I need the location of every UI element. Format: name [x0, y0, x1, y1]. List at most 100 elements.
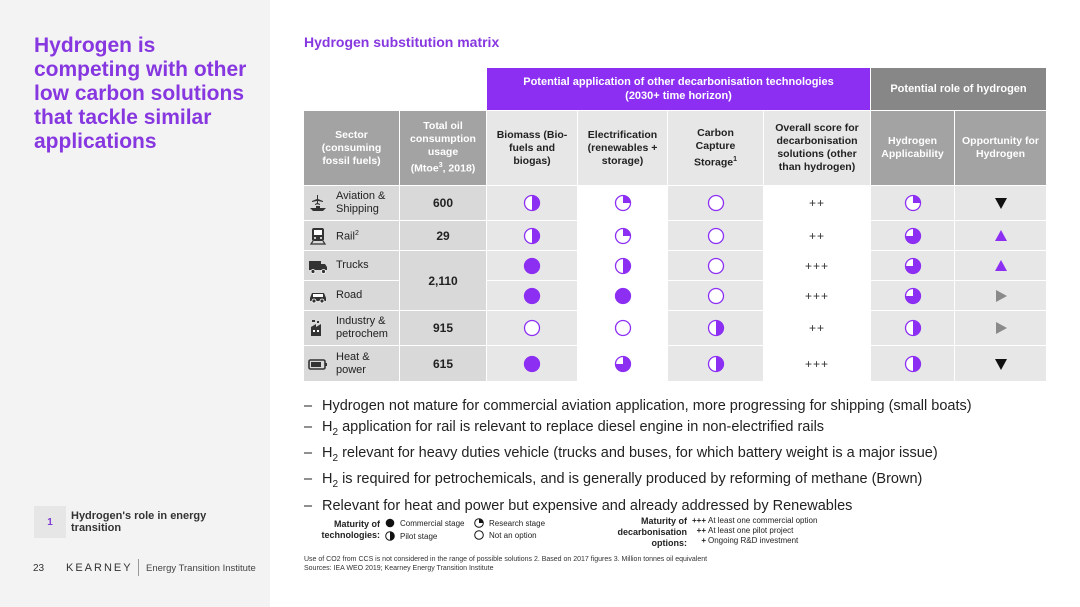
half-harvey-icon — [904, 319, 921, 337]
matrix-cell-overall: ++ — [764, 186, 870, 220]
legend-decarb-item: ++ At least one pilot project — [692, 526, 794, 535]
oil-unit-year: , 2018) — [442, 162, 476, 175]
col-header-overall: Overall score for decarbonisation soluti… — [764, 111, 870, 185]
bullet-text-rest: application for rail is relevant to repl… — [338, 418, 825, 435]
empty-harvey-icon — [707, 227, 724, 244]
sector-icon-wrap — [308, 319, 328, 337]
bullet-item: – H2 relevant for heavy duties vehicle (t… — [304, 443, 1064, 469]
half-harvey-icon — [707, 319, 724, 337]
quarter-harvey-icon — [614, 227, 631, 244]
matrix-cell-overall: +++ — [764, 281, 870, 310]
arrow-right-icon — [995, 289, 1007, 302]
full-harvey-icon — [523, 287, 541, 304]
slide-headline: Hydrogen is competing with other low car… — [34, 34, 247, 153]
brand-logo: KEARNEY — [66, 562, 133, 574]
sector-label: Industry & petrochem — [336, 315, 388, 340]
oil-consumption-cell: 600 — [400, 186, 486, 220]
legend-not-option: Not an option — [474, 530, 537, 540]
col-header-h2-applicability: Hydrogen Applicability — [871, 111, 954, 185]
plane-ship-icon — [310, 195, 326, 211]
matrix-cell-ccs — [668, 251, 763, 280]
truck-icon — [309, 260, 327, 274]
oil-consumption-cell: 29 — [400, 221, 486, 250]
section-title: Hydrogen's role in energy transition — [71, 510, 207, 534]
matrix-cell-overall: +++ — [764, 346, 870, 381]
key-takeaways: – Hydrogen not mature for commercial avia… — [304, 396, 1064, 516]
section-number-badge: 1 — [34, 506, 66, 538]
footnote-line-1: Use of CO2 from CCS is not considered in… — [304, 556, 708, 563]
legend-maturity-label: Maturity of technologies: — [321, 519, 380, 540]
sector-cell: Aviation & Shipping — [304, 186, 399, 220]
battery-icon — [308, 358, 327, 370]
sector-cell: Industry & petrochem — [304, 311, 399, 345]
bullet-subscript: 2 — [332, 452, 339, 464]
legend-research-text: Research stage — [489, 518, 546, 528]
overall-score: ++ — [808, 196, 825, 210]
matrix-cell-electrification — [578, 311, 667, 345]
matrix-cell-opportunity — [955, 251, 1046, 280]
page-number: 23 — [33, 563, 45, 574]
legend-decarb-item: + Ongoing R&D investment — [692, 536, 798, 545]
ccs-header-text-wrap: Carbon Capture Storage1 — [676, 127, 755, 170]
matrix-cell-ccs — [668, 186, 763, 220]
matrix-cell-h2-applicability — [871, 281, 954, 310]
legend-decarb-text: Ongoing R&D investment — [708, 536, 799, 545]
oil-unit-text: (Mtoe — [410, 162, 439, 175]
col-header-sector: Sector (consuming fossil fuels) — [304, 111, 399, 185]
oil-consumption-cell: 2,110 — [400, 251, 486, 310]
bullet-subscript: 2 — [332, 426, 339, 438]
matrix-cell-ccs — [668, 221, 763, 250]
matrix-cell-biomass — [487, 186, 577, 220]
sector-label: Road — [336, 289, 363, 301]
matrix-cell-opportunity — [955, 186, 1046, 220]
bullet-item: – Hydrogen not mature for commercial avia… — [304, 396, 1064, 417]
matrix-cell-opportunity — [955, 281, 1046, 310]
bullet-item: – H2 is required for petrochemicals, and … — [304, 469, 1064, 495]
group-header-hydrogen-role: Potential role of hydrogen — [871, 68, 1046, 110]
empty-harvey-icon — [707, 287, 724, 304]
overall-score: +++ — [804, 288, 830, 303]
overall-score: +++ — [804, 356, 830, 371]
overall-score: ++ — [808, 228, 825, 243]
empty-harvey-icon — [474, 530, 484, 540]
matrix-cell-biomass — [487, 346, 577, 381]
half-harvey-icon — [523, 227, 541, 244]
col-header-oil-label: Total oil consumption usage — [410, 120, 476, 159]
matrix-cell-electrification — [578, 346, 667, 381]
col-header-ccs: Carbon Capture Storage1 — [668, 111, 763, 185]
three-quarter-harvey-icon — [614, 355, 631, 372]
bullet-text: H — [322, 444, 333, 461]
sector-cell: Rail2 — [304, 221, 399, 250]
legend-commercial-text: Commercial stage — [400, 518, 465, 528]
bullet-subscript: 2 — [332, 479, 339, 491]
empty-harvey-icon — [707, 194, 724, 212]
matrix-cell-h2-applicability — [871, 251, 954, 280]
quarter-harvey-icon — [614, 194, 631, 212]
col-header-biomass: Biomass (Bio-fuels and biogas) — [487, 111, 577, 185]
matrix-cell-ccs — [668, 346, 763, 381]
arrow-up-icon — [994, 229, 1007, 241]
footnote-line-2: Sources: IEA WEO 2019; Kearney Energy Tr… — [304, 565, 494, 572]
legend-decarb-label: Maturity of decarbonisation options: — [617, 516, 687, 548]
legend-commercial: Commercial stage — [385, 518, 464, 528]
half-harvey-icon — [523, 194, 541, 212]
bullet-text: H — [322, 471, 333, 488]
matrix-cell-overall: ++ — [764, 311, 870, 345]
sector-icon-wrap — [308, 227, 328, 245]
oil-consumption-value: 600 — [432, 196, 454, 210]
full-harvey-icon — [523, 355, 541, 372]
sector-icon-wrap — [308, 355, 328, 373]
legend-research: Research stage — [474, 518, 545, 528]
arrow-down-icon — [994, 358, 1007, 370]
col-header-oil: Total oil consumption usage (Mtoe3, 2018… — [400, 111, 486, 185]
sector-icon-wrap — [308, 287, 328, 305]
bullet-item: – H2 application for rail is relevant to … — [304, 417, 1064, 443]
arrow-down-icon — [994, 198, 1007, 209]
sector-label: Trucks — [336, 259, 369, 271]
train-icon — [309, 227, 327, 245]
full-harvey-icon — [614, 287, 631, 304]
arrow-right-icon — [995, 322, 1007, 334]
bullet-text-rest: relevant for heavy duties vehicle (truck… — [338, 444, 938, 461]
factory-icon — [311, 320, 321, 336]
legend-decarb-symbol: ++ — [696, 526, 706, 535]
